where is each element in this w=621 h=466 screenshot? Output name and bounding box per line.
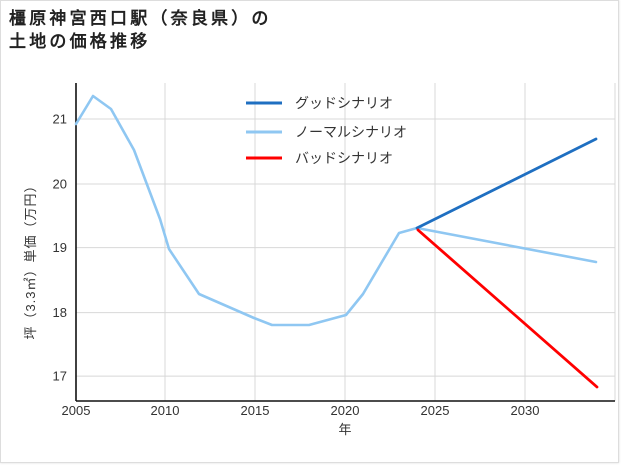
svg-text:17: 17 (53, 369, 67, 384)
svg-text:2030: 2030 (511, 403, 540, 418)
svg-text:2020: 2020 (331, 403, 360, 418)
svg-text:21: 21 (53, 112, 67, 127)
svg-text:2025: 2025 (421, 403, 450, 418)
svg-text:19: 19 (53, 240, 67, 255)
svg-text:20: 20 (53, 177, 67, 192)
svg-text:2010: 2010 (151, 403, 180, 418)
svg-text:2015: 2015 (241, 403, 270, 418)
svg-text:2005: 2005 (62, 403, 91, 418)
svg-text:18: 18 (53, 305, 67, 320)
svg-text:グッドシナリオ: グッドシナリオ (295, 95, 393, 111)
svg-text:年: 年 (338, 422, 351, 437)
svg-text:ノーマルシナリオ: ノーマルシナリオ (295, 124, 407, 140)
svg-text:バッドシナリオ: バッドシナリオ (295, 150, 393, 166)
